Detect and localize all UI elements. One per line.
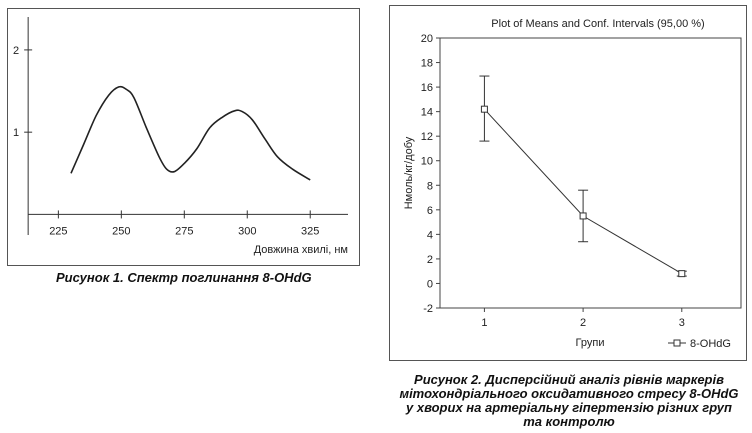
y-tick-label: 6	[427, 205, 433, 217]
x-axis-label: Довжина хвилі, нм	[254, 244, 348, 256]
figure2-caption-line: мітохондріального оксидативного стресу 8…	[399, 386, 739, 401]
y-tick-label: 10	[421, 156, 433, 168]
spectrum-chart: 1 2 225 250 275 300 325 Довжина хвилі, нм	[13, 17, 348, 256]
figure2-caption-line: та контролю	[523, 414, 615, 429]
y-tick-label: 12	[421, 131, 433, 143]
mean-marker	[678, 270, 686, 278]
y-tick-label: 2	[13, 45, 19, 57]
x-tick-label: 2	[580, 317, 586, 329]
y-tick-label: 8	[427, 180, 433, 192]
figure2-caption-line: Рисунок 2. Дисперсійний аналіз рівнів ма…	[414, 372, 724, 387]
plot-area	[439, 37, 742, 309]
figure1-caption: Рисунок 1. Спектр поглинання 8-OHdG	[56, 270, 312, 285]
x-tick-label: 250	[112, 225, 130, 237]
legend-marker	[673, 339, 681, 347]
x-tick-label: 3	[679, 317, 685, 329]
y-tick-label: 16	[421, 82, 433, 94]
y-tick-label: 18	[421, 58, 433, 70]
figure2-caption-line: у хворих на артеріальну гіпертензію різн…	[406, 400, 732, 415]
means-chart: Plot of Means and Conf. Intervals (95,00…	[403, 18, 742, 350]
chart-title: Plot of Means and Conf. Intervals (95,00…	[491, 18, 704, 30]
means-chart-panel: Plot of Means and Conf. Intervals (95,00…	[389, 5, 747, 361]
mean-marker	[579, 212, 587, 220]
legend-label: 8-OHdG	[690, 338, 731, 350]
x-tick-label: 300	[238, 225, 256, 237]
y-tick-label: -2	[423, 303, 433, 315]
x-tick-label: 1	[481, 317, 487, 329]
x-tick-label: 275	[175, 225, 193, 237]
spectrum-chart-panel: 1 2 225 250 275 300 325 Довжина хвилі, нм	[7, 8, 360, 266]
spectrum-curve	[70, 85, 311, 181]
y-tick-label: 14	[421, 107, 433, 119]
y-tick-label: 4	[427, 229, 433, 241]
y-tick-label: 0	[427, 278, 433, 290]
y-tick-label: 1	[13, 127, 19, 139]
y-tick-label: 20	[421, 33, 433, 45]
y-axis-label: Нмоль/кг/добу	[403, 136, 415, 209]
y-tick-label: 2	[427, 254, 433, 266]
mean-marker	[480, 105, 488, 113]
x-axis-label: Групи	[576, 337, 605, 349]
figure2-caption: Рисунок 2. Дисперсійний аналіз рівнів ма…	[389, 373, 749, 429]
x-tick-label: 325	[301, 225, 319, 237]
x-tick-label: 225	[49, 225, 67, 237]
